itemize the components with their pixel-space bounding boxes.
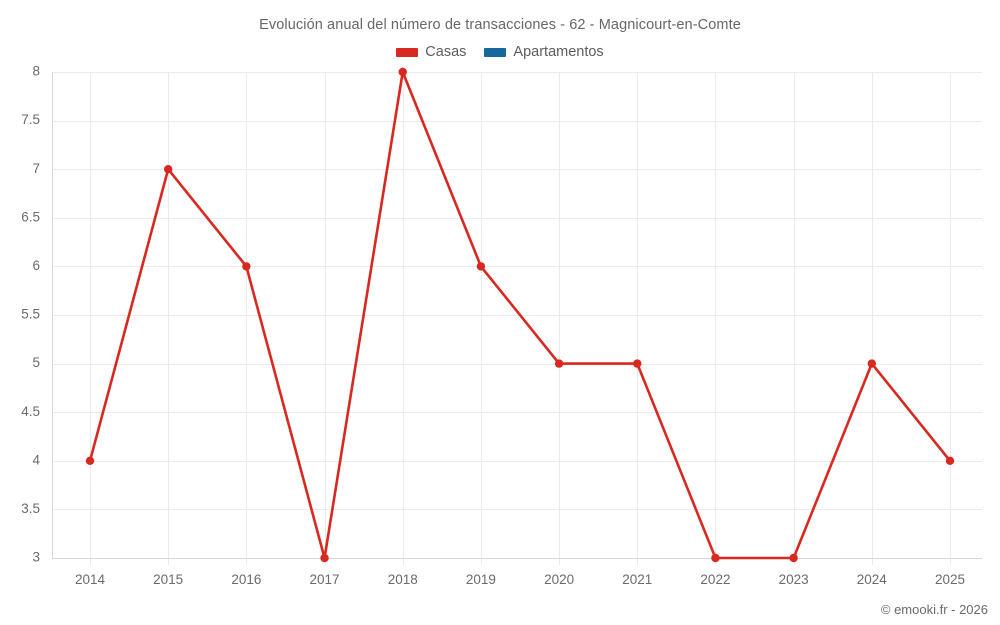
chart-title: Evolución anual del número de transaccio… xyxy=(259,17,741,33)
data-point-marker[interactable] xyxy=(85,456,95,465)
y-axis-tick-labels: 8 7.5 7 6.5 6 5.5 5 4.5 4 3.5 3 xyxy=(21,64,40,565)
data-point-marker[interactable] xyxy=(476,262,486,271)
x-axis-tick-label: 2023 xyxy=(779,572,809,587)
data-point-marker[interactable] xyxy=(163,165,173,174)
axis-lines xyxy=(52,72,982,559)
y-axis-tick-label: 4 xyxy=(32,452,40,467)
data-point-marker[interactable] xyxy=(633,359,642,368)
y-axis-tick-label: 7.5 xyxy=(21,112,40,127)
data-point-marker[interactable] xyxy=(711,553,720,563)
y-axis-tick-label: 5.5 xyxy=(21,307,40,322)
y-axis-tick-label: 3.5 xyxy=(21,501,40,516)
y-axis-tick-label: 7 xyxy=(32,161,40,176)
x-axis-tick-label: 2019 xyxy=(466,572,496,587)
data-series-layer xyxy=(85,67,955,563)
x-axis-tick-label: 2016 xyxy=(231,572,261,587)
y-axis-tick-label: 8 xyxy=(32,64,40,79)
series-line-casas xyxy=(88,67,952,560)
y-axis-tick-label: 6 xyxy=(32,258,40,273)
legend-item-casas[interactable]: Casas xyxy=(396,44,466,60)
data-point-marker[interactable] xyxy=(945,456,955,465)
legend-item-apartamentos[interactable]: Apartamentos xyxy=(484,44,604,60)
vertical-gridlines xyxy=(90,72,951,565)
x-axis-tick-label: 2018 xyxy=(388,572,418,587)
x-axis-tick-label: 2024 xyxy=(857,572,888,587)
x-axis-tick-label: 2015 xyxy=(153,572,183,587)
credit-text: © emooki.fr - 2026 xyxy=(880,602,988,617)
chart-legend: Casas Apartamentos xyxy=(0,44,1000,60)
x-axis-tick-label: 2022 xyxy=(700,572,730,587)
y-axis-tick-label: 6.5 xyxy=(21,209,40,224)
data-point-marker[interactable] xyxy=(867,359,877,368)
y-axis-tick-label: 3 xyxy=(32,550,40,565)
x-axis-tick-labels: 2014 2015 2016 2017 2018 2019 2020 2021 2022 2023… xyxy=(75,572,965,587)
x-axis-tick-label: 2025 xyxy=(935,572,965,587)
data-point-marker[interactable] xyxy=(320,553,329,563)
data-point-marker[interactable] xyxy=(242,262,251,271)
x-axis-tick-label: 2020 xyxy=(544,572,574,587)
legend-swatch-red-icon xyxy=(396,47,419,57)
data-point-marker[interactable] xyxy=(398,67,407,77)
data-point-marker[interactable] xyxy=(789,553,798,563)
x-axis-tick-label: 2017 xyxy=(310,572,340,587)
data-point-marker[interactable] xyxy=(554,359,564,368)
y-axis-tick-label: 5 xyxy=(32,355,40,370)
x-axis-tick-label: 2021 xyxy=(622,572,652,587)
legend-label-casas: Casas xyxy=(425,44,467,60)
legend-swatch-blue-icon xyxy=(484,47,507,57)
plot-area: 87.576.565.554.543.53 2014 2015 2016 2017 20… xyxy=(21,64,982,587)
x-axis-tick-label: 2014 xyxy=(75,572,106,587)
y-axis-tick-label: 4.5 xyxy=(21,404,40,419)
horizontal-gridlines xyxy=(52,72,982,559)
legend-label-apartamentos: Apartamentos xyxy=(513,44,604,60)
